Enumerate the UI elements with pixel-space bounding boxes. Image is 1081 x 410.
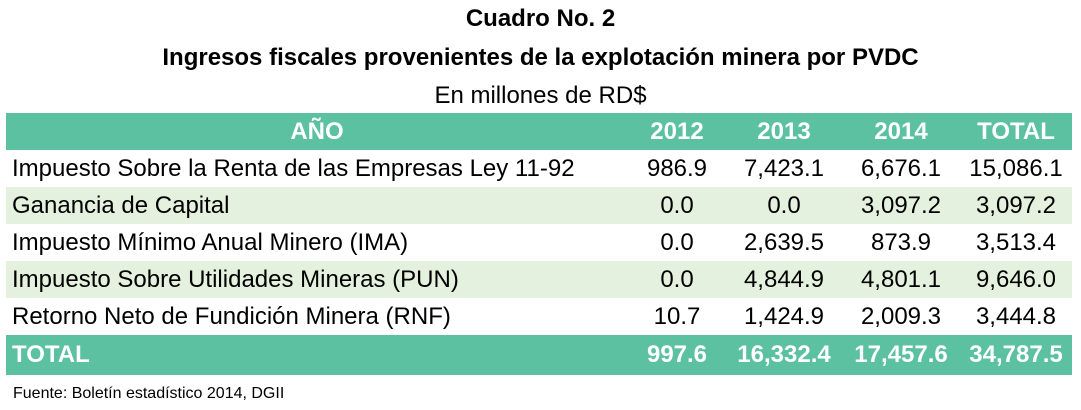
column-header-year: AÑO (6, 113, 628, 150)
cell-2013: 7,423.1 (726, 150, 842, 187)
cell-2013: 4,844.9 (726, 261, 842, 298)
cell-2013: 2,639.5 (726, 224, 842, 261)
cell-2014: 6,676.1 (842, 150, 960, 187)
row-label: Impuesto Sobre la Renta de las Empresas … (6, 150, 628, 187)
table-units: En millones de RD$ (434, 82, 647, 109)
cell-2014: 2,009.3 (842, 298, 960, 335)
cell-2012: 0.0 (628, 187, 726, 224)
cell-2012: 0.0 (628, 224, 726, 261)
table-row: Impuesto Sobre la Renta de las Empresas … (6, 150, 1072, 187)
column-header-2012: 2012 (628, 113, 726, 150)
table-row: Impuesto Sobre Utilidades Mineras (PUN) … (6, 261, 1072, 298)
table-title: Cuadro No. 2 (465, 5, 616, 32)
cell-total: 3,097.2 (960, 187, 1072, 224)
table-subtitle: Ingresos fiscales provenientes de la exp… (162, 44, 919, 71)
source-note: Fuente: Boletín estadístico 2014, DGII (13, 385, 285, 402)
total-2012: 997.6 (628, 335, 726, 375)
cell-total: 3,444.8 (960, 298, 1072, 335)
total-label: TOTAL (6, 335, 628, 375)
table-row: Impuesto Mínimo Anual Minero (IMA) 0.0 2… (6, 224, 1072, 261)
cell-2014: 4,801.1 (842, 261, 960, 298)
total-row: TOTAL 997.6 16,332.4 17,457.6 34,787.5 (6, 335, 1072, 375)
header-row: AÑO 2012 2013 2014 TOTAL (6, 113, 1072, 150)
table-row: Retorno Neto de Fundición Minera (RNF) 1… (6, 298, 1072, 335)
cell-total: 3,513.4 (960, 224, 1072, 261)
row-label: Retorno Neto de Fundición Minera (RNF) (6, 298, 628, 335)
cell-2014: 3,097.2 (842, 187, 960, 224)
table-row: Ganancia de Capital 0.0 0.0 3,097.2 3,09… (6, 187, 1072, 224)
cell-2013: 0.0 (726, 187, 842, 224)
cell-2012: 986.9 (628, 150, 726, 187)
total-total: 34,787.5 (960, 335, 1072, 375)
row-label: Impuesto Mínimo Anual Minero (IMA) (6, 224, 628, 261)
column-header-2013: 2013 (726, 113, 842, 150)
cell-2013: 1,424.9 (726, 298, 842, 335)
row-label: Ganancia de Capital (6, 187, 628, 224)
cell-2014: 873.9 (842, 224, 960, 261)
column-header-total: TOTAL (960, 113, 1072, 150)
cell-2012: 0.0 (628, 261, 726, 298)
cell-2012: 10.7 (628, 298, 726, 335)
cell-total: 15,086.1 (960, 150, 1072, 187)
cell-total: 9,646.0 (960, 261, 1072, 298)
total-2014: 17,457.6 (842, 335, 960, 375)
row-label: Impuesto Sobre Utilidades Mineras (PUN) (6, 261, 628, 298)
column-header-2014: 2014 (842, 113, 960, 150)
total-2013: 16,332.4 (726, 335, 842, 375)
revenue-table: AÑO 2012 2013 2014 TOTAL Impuesto Sobre … (6, 113, 1072, 375)
